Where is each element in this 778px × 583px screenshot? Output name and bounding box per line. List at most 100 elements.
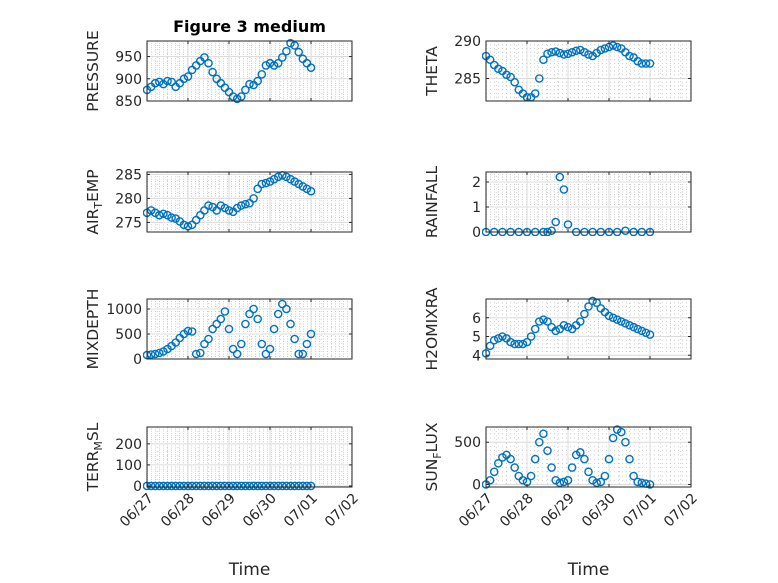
data-point	[236, 481, 246, 491]
data-point	[559, 320, 569, 330]
data-point	[641, 59, 651, 68]
subplot-pressure: 850 900 950 PRESSURE Figure 3 medium	[84, 17, 353, 112]
data-point	[621, 437, 630, 447]
x-tick-label: 06/27	[117, 491, 157, 531]
y-tick-label: 285	[115, 167, 142, 183]
axes-box	[146, 298, 353, 360]
data-point	[273, 58, 283, 68]
axes-box	[146, 426, 353, 488]
data-point	[608, 433, 618, 443]
y-axis-label-rainfall: RAINFALL	[423, 165, 441, 238]
data-point	[208, 481, 217, 491]
y-tick-label: 0	[472, 225, 481, 241]
data-point	[584, 467, 593, 477]
data-point	[518, 339, 528, 349]
data-point	[159, 209, 168, 219]
data-point	[493, 459, 503, 468]
data-point	[510, 77, 520, 87]
data-point	[236, 92, 246, 101]
data-point	[306, 481, 316, 491]
data-point	[555, 48, 565, 58]
data-points	[143, 299, 316, 360]
data-point	[493, 334, 503, 343]
data-point	[204, 481, 213, 491]
data-point	[637, 478, 647, 488]
data-point	[563, 49, 573, 59]
data-point	[224, 206, 234, 215]
data-point	[645, 480, 655, 489]
data-point	[236, 339, 246, 349]
x-tick-label: 07/01	[281, 491, 321, 531]
data-point	[567, 47, 577, 57]
data-point	[551, 47, 561, 56]
data-point	[518, 475, 528, 485]
y-tick-label: 500	[115, 327, 142, 343]
data-point	[563, 220, 573, 229]
data-point	[498, 332, 507, 341]
data-point	[265, 58, 275, 68]
data-point	[543, 446, 552, 455]
data-point	[183, 72, 193, 81]
data-point	[637, 59, 647, 68]
x-tick-label: 06/27	[456, 491, 496, 531]
data-point	[224, 324, 234, 334]
data-point	[555, 172, 565, 182]
data-point	[290, 481, 299, 491]
data-point	[216, 481, 226, 491]
data-point	[290, 334, 299, 344]
data-point	[559, 185, 569, 194]
data-point	[245, 79, 254, 89]
x-tick-label: 06/29	[199, 491, 239, 531]
subplot-terr-msl: 06/27 06/28 06/29 06/30 07/01 07/02 0 100 200 TER…	[84, 422, 362, 580]
data-point	[294, 481, 304, 491]
data-point	[506, 337, 515, 347]
y-tick-label: 0	[472, 477, 481, 493]
data-point	[506, 72, 515, 82]
y-tick-label: 4	[472, 348, 481, 364]
data-point	[514, 339, 524, 349]
subplot-air-temp: 275 280 285 AIRTEMP	[84, 167, 353, 235]
axes-box	[485, 426, 692, 488]
data-point	[588, 296, 597, 306]
x-tick-label: 06/28	[497, 491, 537, 531]
data-point	[294, 47, 304, 57]
data-point	[286, 319, 295, 329]
data-point	[257, 339, 267, 349]
data-point	[530, 454, 540, 464]
y-tick-label: 285	[454, 72, 481, 88]
x-tick-label: 06/28	[158, 491, 198, 531]
axes-box	[146, 40, 353, 102]
data-point	[535, 437, 544, 447]
data-point	[298, 349, 308, 359]
axes-box	[485, 171, 692, 233]
data-point	[261, 61, 271, 70]
data-point	[526, 332, 536, 341]
data-point	[510, 463, 520, 472]
data-point	[563, 322, 573, 332]
data-point	[592, 478, 602, 488]
data-point	[220, 307, 230, 316]
y-tick-label: 6	[472, 311, 481, 327]
y-axis-label-air-temp: AIRTEMP	[84, 169, 105, 234]
subplot-h2omixra: 4 5 6 H2OMIXRA	[423, 287, 692, 371]
data-point	[584, 50, 593, 59]
data-point	[277, 53, 287, 62]
data-point	[187, 327, 197, 336]
data-point	[257, 179, 267, 189]
data-point	[629, 471, 638, 481]
data-point	[625, 320, 634, 330]
data-point	[154, 210, 164, 220]
data-point	[290, 41, 299, 50]
y-tick-label: 2	[472, 175, 481, 191]
data-point	[150, 349, 160, 359]
data-point	[530, 324, 540, 334]
x-tick-label: 06/30	[579, 491, 619, 531]
data-point	[163, 76, 172, 86]
data-point	[183, 481, 193, 491]
data-point	[241, 481, 250, 491]
data-point	[306, 186, 316, 196]
data-point	[154, 481, 164, 491]
y-axis-label-terr-msl: TERRMSL	[84, 422, 105, 492]
data-point	[633, 477, 643, 487]
data-point	[191, 481, 201, 491]
